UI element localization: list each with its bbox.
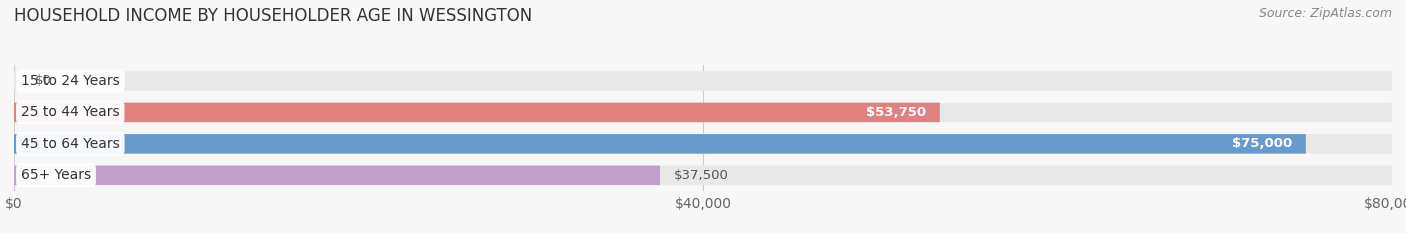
FancyBboxPatch shape <box>14 71 1392 91</box>
Text: Source: ZipAtlas.com: Source: ZipAtlas.com <box>1258 7 1392 20</box>
Text: 15 to 24 Years: 15 to 24 Years <box>21 74 120 88</box>
Text: $75,000: $75,000 <box>1232 137 1292 150</box>
FancyBboxPatch shape <box>14 103 939 122</box>
Text: $53,750: $53,750 <box>866 106 927 119</box>
Text: HOUSEHOLD INCOME BY HOUSEHOLDER AGE IN WESSINGTON: HOUSEHOLD INCOME BY HOUSEHOLDER AGE IN W… <box>14 7 533 25</box>
Text: 65+ Years: 65+ Years <box>21 168 91 182</box>
FancyBboxPatch shape <box>14 103 1392 122</box>
Text: $0: $0 <box>35 75 52 87</box>
Text: 25 to 44 Years: 25 to 44 Years <box>21 105 120 120</box>
FancyBboxPatch shape <box>14 166 659 185</box>
FancyBboxPatch shape <box>14 166 1392 185</box>
Text: $37,500: $37,500 <box>673 169 728 182</box>
FancyBboxPatch shape <box>14 134 1306 154</box>
Text: 45 to 64 Years: 45 to 64 Years <box>21 137 120 151</box>
FancyBboxPatch shape <box>14 134 1392 154</box>
